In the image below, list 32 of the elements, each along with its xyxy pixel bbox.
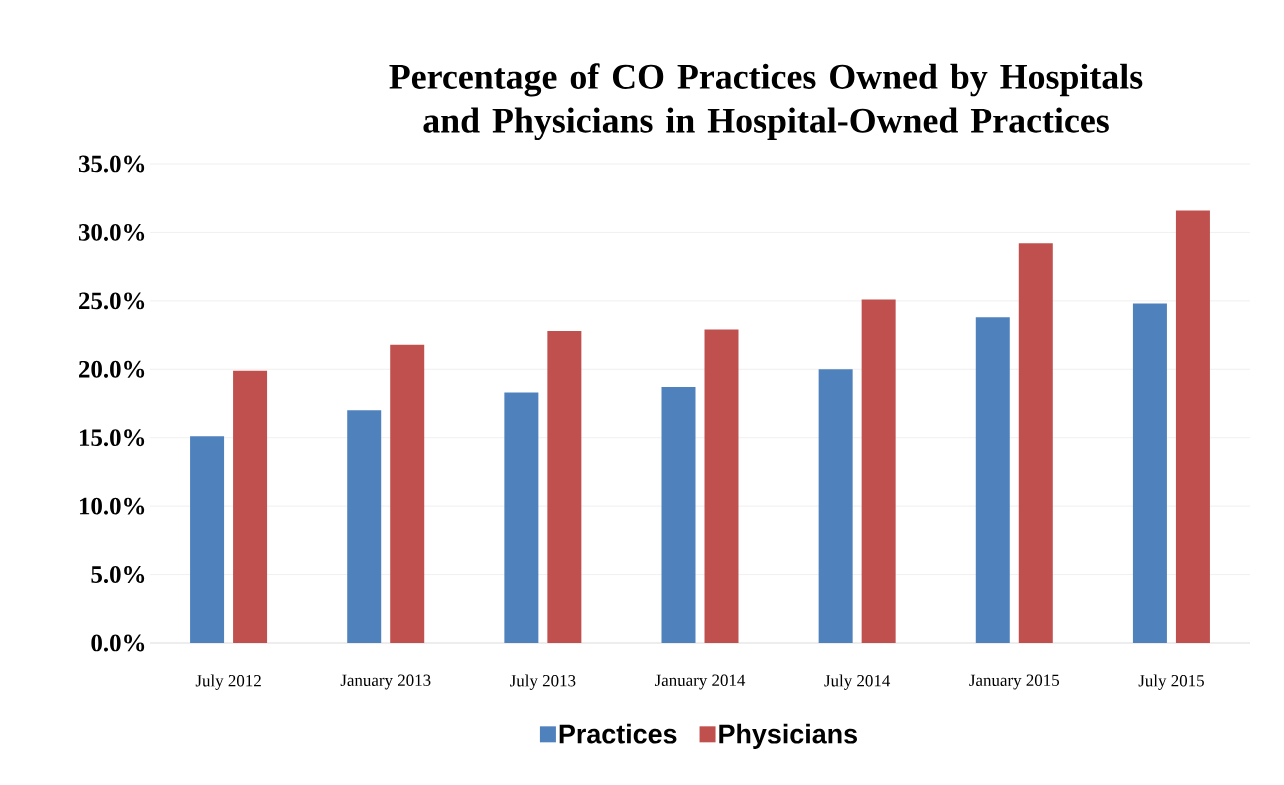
x-tick-label: July 2012 bbox=[195, 674, 261, 690]
bar bbox=[390, 344, 425, 643]
x-tick-label: July 2013 bbox=[510, 674, 576, 690]
y-tick-label: 25.0% bbox=[79, 292, 145, 310]
y-tick-label: 0.0% bbox=[91, 634, 145, 652]
bar bbox=[704, 329, 739, 643]
y-tick-label: 15.0% bbox=[79, 429, 145, 447]
bar bbox=[233, 370, 268, 643]
legend-label: Practices bbox=[559, 723, 677, 744]
bar bbox=[818, 369, 853, 643]
bar bbox=[975, 317, 1010, 643]
x-tick-label: January 2015 bbox=[969, 674, 1060, 690]
bar bbox=[347, 410, 382, 643]
y-tick-label: 20.0% bbox=[79, 360, 145, 378]
x-tick-label: July 2015 bbox=[1138, 674, 1204, 690]
bar bbox=[861, 299, 896, 643]
bar bbox=[1132, 303, 1167, 643]
legend-label: Physicians bbox=[719, 723, 857, 749]
y-tick-label: 30.0% bbox=[78, 223, 145, 241]
bar bbox=[661, 387, 696, 643]
x-tick-label: July 2014 bbox=[824, 674, 891, 690]
y-tick-label: 5.0% bbox=[91, 566, 145, 584]
chart-title: Percentage of CO Practices Owned by Hospitals and Physicians in Hospital-Owned Practices bbox=[389, 63, 1143, 141]
x-tick-label: January 2014 bbox=[654, 674, 746, 690]
bar bbox=[504, 392, 539, 643]
y-tick-label: 10.0% bbox=[79, 497, 145, 515]
x-tick-label: January 2013 bbox=[340, 674, 431, 690]
bar bbox=[547, 330, 582, 643]
y-tick-label: 35.0% bbox=[78, 155, 145, 173]
bar bbox=[190, 436, 225, 643]
bar bbox=[1018, 243, 1053, 643]
bar bbox=[1175, 210, 1210, 643]
